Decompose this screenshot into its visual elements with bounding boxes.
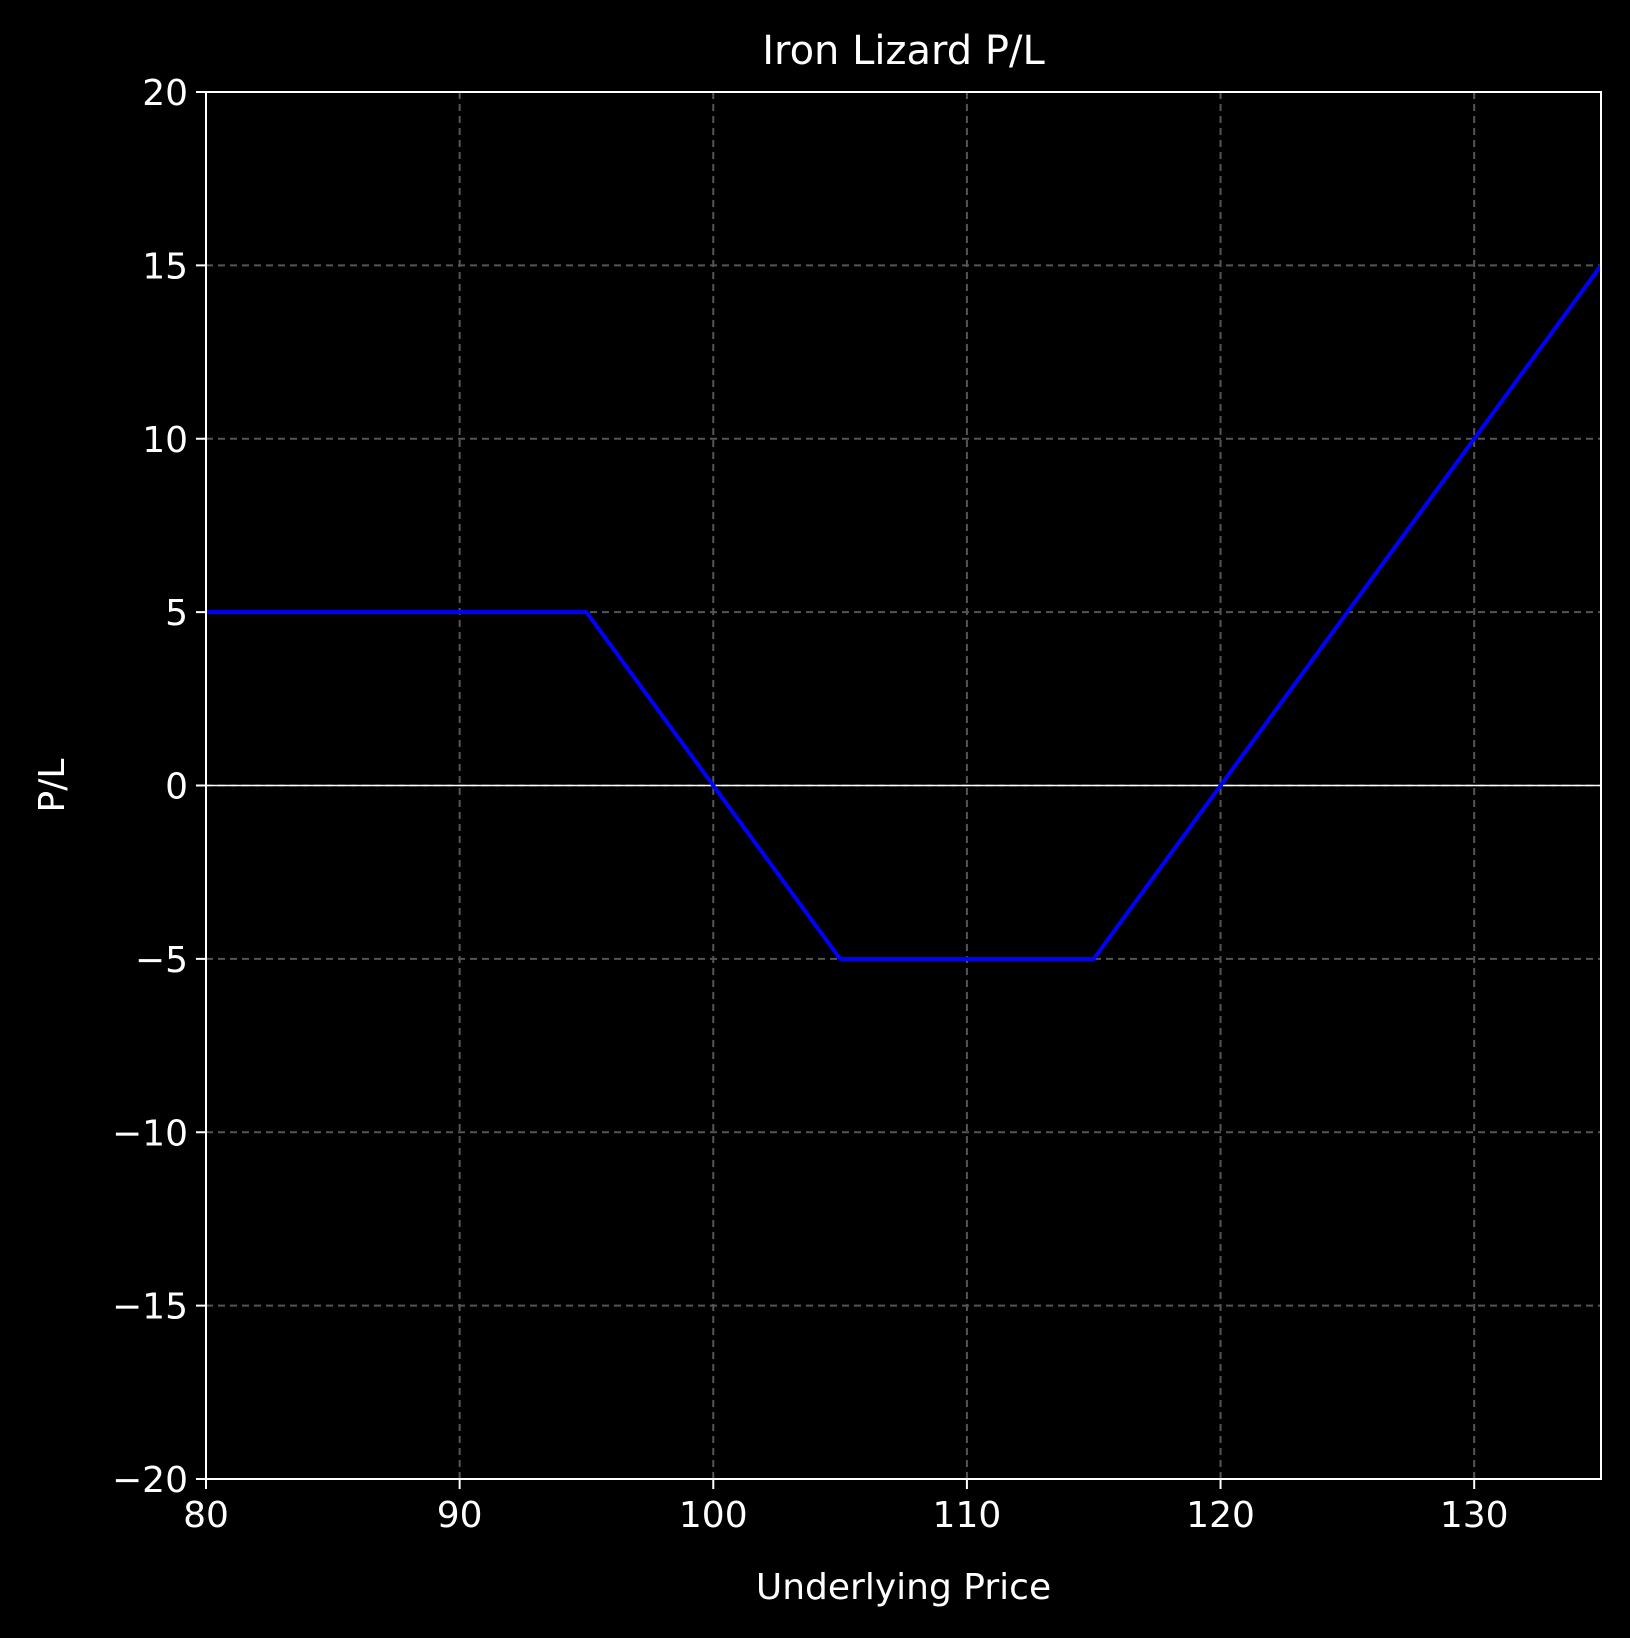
- x-tick-label: 90: [437, 1495, 483, 1536]
- y-tick-label: 0: [165, 767, 188, 808]
- y-tick-label: −15: [112, 1287, 188, 1328]
- y-tick-label: −20: [112, 1460, 188, 1501]
- y-axis-label: P/L: [32, 759, 73, 813]
- y-tick-label: 10: [142, 420, 188, 461]
- x-tick-label: 80: [183, 1495, 229, 1536]
- y-tick-label: 20: [142, 73, 188, 114]
- x-tick-label: 110: [933, 1495, 1002, 1536]
- y-tick-label: −5: [135, 940, 188, 981]
- series-group: [206, 264, 1603, 961]
- y-tick-label: 5: [165, 593, 188, 634]
- x-tick-label: 120: [1186, 1495, 1255, 1536]
- x-axis-ticks: 80 90 100 110 120 130: [183, 1479, 1509, 1536]
- y-tick-label: 15: [142, 246, 188, 287]
- y-tick-label: −10: [112, 1113, 188, 1154]
- y-axis-ticks: 20 15 10 5 0 −5 −10 −15 −20: [112, 73, 206, 1501]
- x-tick-label: 100: [679, 1495, 748, 1536]
- chart-title: Iron Lizard P/L: [762, 28, 1045, 74]
- x-axis-label: Underlying Price: [756, 1567, 1051, 1608]
- x-tick-label: 130: [1440, 1495, 1509, 1536]
- series-line: [206, 264, 1603, 961]
